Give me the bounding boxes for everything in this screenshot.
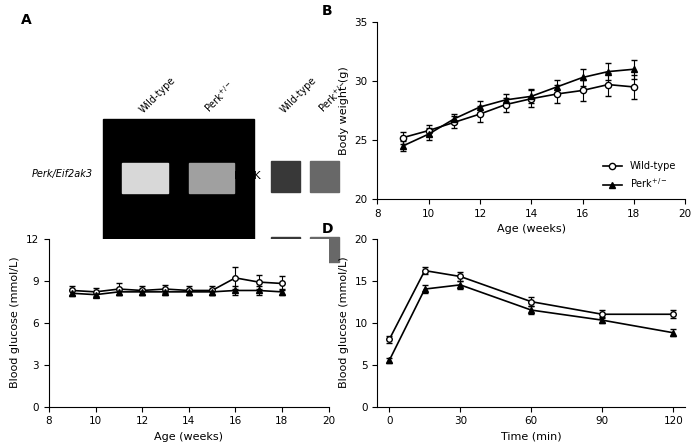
X-axis label: Age (weeks): Age (weeks) — [154, 432, 223, 442]
Text: B: B — [322, 4, 333, 19]
Bar — [271, 161, 300, 191]
Text: ACTIN: ACTIN — [229, 244, 261, 255]
Legend: Wild-type, Perk$^{+/-}$: Wild-type, Perk$^{+/-}$ — [599, 158, 680, 194]
Y-axis label: Body weight (g): Body weight (g) — [339, 66, 349, 155]
Text: PERK: PERK — [234, 171, 261, 181]
Bar — [310, 161, 339, 191]
X-axis label: Time (min): Time (min) — [501, 432, 561, 442]
Bar — [122, 163, 168, 193]
Bar — [189, 163, 234, 193]
X-axis label: Age (weeks): Age (weeks) — [497, 224, 565, 234]
Y-axis label: Blood glucose (mmol/L): Blood glucose (mmol/L) — [339, 257, 349, 389]
Bar — [122, 240, 168, 267]
Y-axis label: Blood glucose (mmol/L): Blood glucose (mmol/L) — [10, 257, 20, 389]
Text: Wild-type: Wild-type — [138, 75, 178, 115]
Bar — [310, 237, 339, 262]
Text: Gapdh: Gapdh — [61, 244, 92, 255]
Bar — [103, 119, 254, 318]
Text: Perk/Eif2ak3: Perk/Eif2ak3 — [31, 169, 92, 179]
Text: Perk$^{+/-}$: Perk$^{+/-}$ — [201, 78, 238, 115]
Bar — [189, 240, 234, 267]
Text: D: D — [322, 222, 333, 236]
Text: Perk$^{+/-}$: Perk$^{+/-}$ — [315, 78, 352, 115]
Text: Wild-type: Wild-type — [278, 75, 318, 115]
Text: A: A — [21, 13, 31, 27]
Bar — [271, 237, 300, 262]
